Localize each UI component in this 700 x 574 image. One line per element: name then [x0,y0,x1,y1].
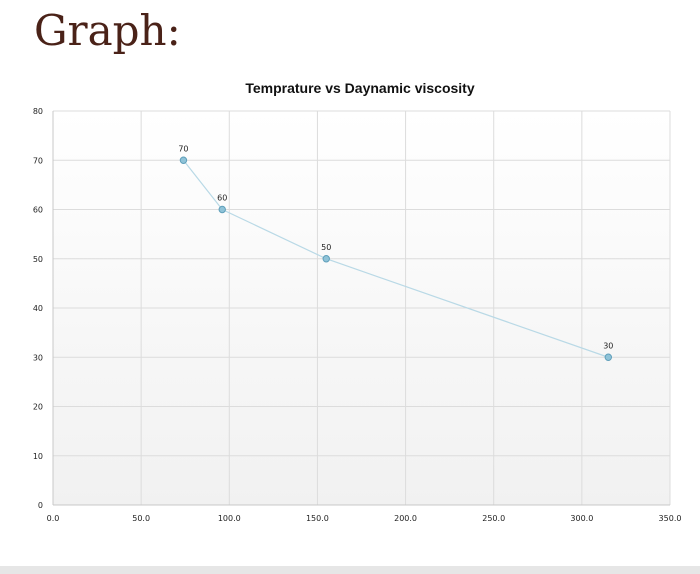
data-point [179,156,188,164]
x-tick-label: 300.0 [570,514,593,523]
data-label: 30 [603,341,613,350]
y-tick-label: 80 [33,107,43,116]
data-point [604,353,612,361]
y-tick-label: 70 [33,156,43,165]
x-tick-label: 350.0 [659,514,682,523]
y-tick-label: 0 [38,501,43,510]
data-point [218,205,226,214]
y-tick-label: 10 [33,452,43,461]
y-tick-label: 50 [33,255,43,264]
x-tick-label: 250.0 [482,514,505,523]
data-label: 50 [321,243,331,252]
x-tick-label: 150.0 [306,514,329,523]
y-tick-label: 20 [33,403,43,412]
y-tick-label: 60 [33,206,43,215]
data-label: 60 [217,194,227,203]
y-tick-label: 30 [33,353,43,362]
data-label: 70 [178,144,188,153]
x-tick-label: 50.0 [132,514,150,523]
data-point [322,255,330,263]
x-tick-label: 0.0 [47,514,60,523]
y-tick-label: 40 [33,304,43,313]
x-tick-label: 100.0 [218,514,241,523]
bottom-strip [0,566,700,574]
slide-title: Graph: [34,6,181,55]
chart-title: Temprature vs Daynamic viscosity [245,80,475,96]
x-tick-label: 200.0 [394,514,417,523]
series-line [182,159,609,358]
